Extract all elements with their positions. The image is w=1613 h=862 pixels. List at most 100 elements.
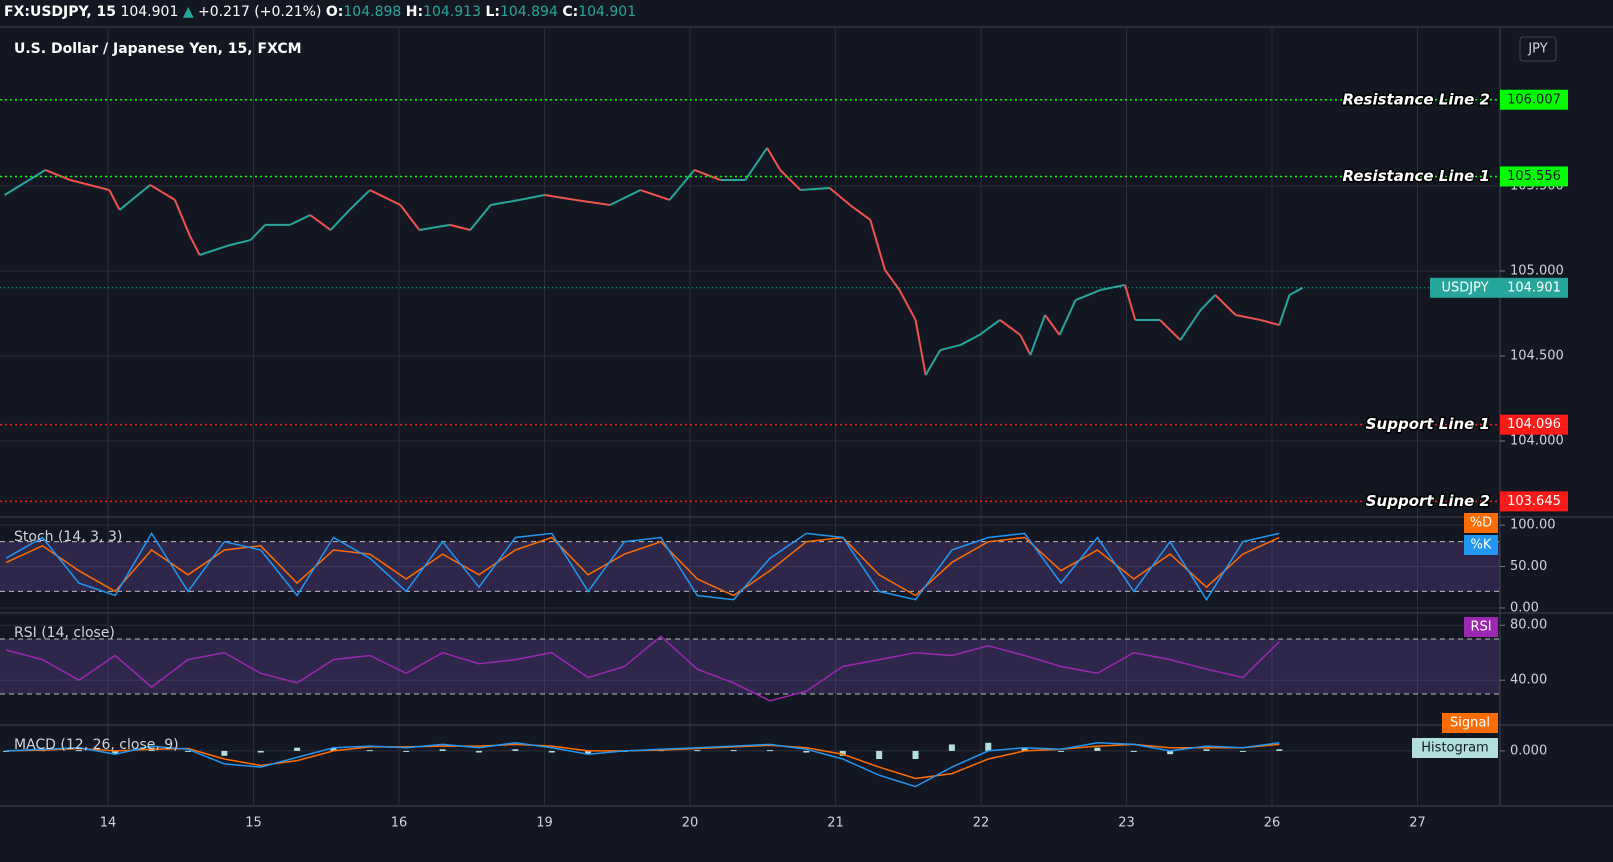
legend-badge — [1442, 713, 1498, 733]
pane-title: U.S. Dollar / Japanese Yen, 15, FXCM — [14, 41, 302, 57]
symbol-bar: FX:USDJPY, 15 104.901 ▲ +0.217 (+0.21%) … — [0, 0, 636, 26]
price-segment — [574, 198, 611, 207]
histogram-bar — [75, 750, 82, 752]
level-value: 103.645 — [1507, 494, 1561, 509]
price-segment — [940, 343, 961, 352]
change: +0.217 (+0.21%) — [198, 4, 322, 20]
currency-badge — [1519, 36, 1557, 62]
price-segment — [999, 319, 1021, 336]
level-value: 105.556 — [1507, 169, 1561, 184]
y-tick-label: 104.500 — [1510, 348, 1564, 363]
price-segment — [1235, 314, 1261, 321]
price-segment — [1029, 314, 1046, 356]
level-badge — [1500, 414, 1568, 435]
level-value: 104.096 — [1507, 417, 1561, 432]
legend-entry: Signal — [1450, 716, 1490, 731]
price-segment — [869, 219, 886, 271]
band — [0, 541, 1500, 592]
price-segment — [1159, 319, 1182, 341]
price-value: 104.901 — [1507, 280, 1561, 295]
price-segment — [1124, 284, 1137, 321]
level-name: Resistance Line 1 — [1343, 167, 1490, 185]
currency: JPY — [1527, 42, 1547, 57]
legend-badge — [1464, 513, 1498, 533]
histogram-bar — [1203, 749, 1210, 751]
pane-title: Stoch (14, 3, 3) — [14, 529, 122, 545]
price-segment — [640, 189, 670, 201]
price-segment — [609, 189, 641, 206]
y-tick-label: 40.00 — [1510, 673, 1547, 688]
price-segment — [69, 179, 110, 192]
band — [0, 638, 1500, 694]
indicator-line — [5, 635, 1280, 702]
histogram-bar — [294, 747, 301, 751]
price-segment — [898, 289, 917, 321]
price-segment — [829, 187, 851, 206]
legend-entry: RSI — [1470, 620, 1491, 635]
y-tick-label: 104.000 — [1510, 434, 1564, 449]
pane-title: MACD (12, 26, close, 9) — [14, 737, 179, 753]
price-segment — [978, 319, 1001, 336]
legend-badge — [1464, 617, 1498, 637]
price-segment — [419, 223, 451, 231]
low-label: L: — [485, 4, 500, 20]
x-tick-label: 20 — [682, 816, 699, 831]
price-badge — [1500, 277, 1568, 298]
x-tick-label: 21 — [827, 816, 844, 831]
price-segment — [924, 349, 942, 376]
price-segment — [249, 224, 266, 241]
legend-entry: %K — [1471, 538, 1492, 553]
histogram-bar — [3, 750, 10, 752]
histogram-bar — [694, 750, 701, 752]
price-segment — [490, 198, 520, 206]
histogram-bar — [512, 749, 519, 751]
price-segment — [914, 319, 927, 376]
histogram-bar — [1276, 749, 1283, 751]
price-segment — [766, 147, 782, 171]
histogram-bar — [1239, 750, 1246, 752]
high-value: 104.913 — [423, 4, 481, 20]
histogram-bar — [585, 750, 592, 755]
price-segment — [469, 204, 492, 231]
price-segment — [108, 189, 121, 211]
histogram-bar — [839, 750, 846, 756]
price-segment — [1214, 294, 1237, 316]
close-value: 104.901 — [578, 4, 637, 20]
level-badge — [1500, 89, 1568, 110]
price-segment — [519, 193, 545, 201]
change-arrow: ▲ — [182, 4, 194, 20]
price-segment — [1075, 289, 1101, 301]
level-badge — [1500, 491, 1568, 512]
histogram-bar — [221, 750, 228, 756]
x-tick-label: 16 — [391, 816, 408, 831]
price-segment — [1288, 286, 1304, 296]
price-segment — [45, 169, 71, 181]
y-tick-label: 80.00 — [1510, 618, 1547, 633]
histogram-bar — [548, 750, 555, 753]
x-tick-label: 22 — [973, 816, 990, 831]
price-segment — [399, 204, 421, 231]
legend-entry: %D — [1470, 516, 1492, 531]
histogram-bar — [985, 742, 992, 751]
price-segment — [800, 187, 830, 192]
x-tick-label: 15 — [245, 816, 262, 831]
histogram-bar — [1130, 750, 1137, 752]
last-price: 104.901 — [120, 4, 179, 20]
price-segment — [668, 169, 696, 201]
price-segment — [369, 189, 401, 206]
level-name: Support Line 1 — [1366, 415, 1490, 433]
y-tick-label: 50.00 — [1510, 559, 1547, 574]
histogram-bar — [330, 747, 337, 751]
histogram-bar — [184, 750, 191, 752]
price-segment — [1260, 318, 1280, 327]
price-segment — [1179, 309, 1202, 341]
level-name: Resistance Line 2 — [1343, 90, 1490, 108]
price-segment — [149, 184, 176, 201]
price-segment — [309, 214, 332, 231]
x-tick-label: 14 — [100, 816, 117, 831]
price-segment — [199, 244, 231, 256]
pane-title: RSI (14, close) — [14, 625, 115, 641]
close-label: C: — [562, 4, 579, 20]
price-segment — [289, 214, 311, 226]
